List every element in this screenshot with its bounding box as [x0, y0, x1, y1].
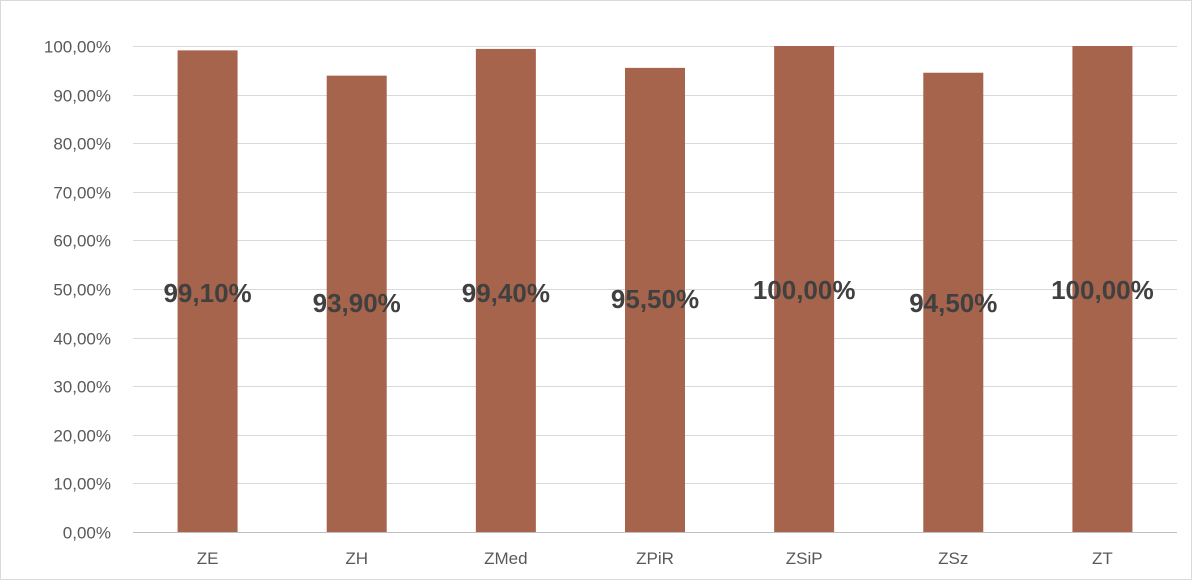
y-tick-label: 100,00%	[44, 38, 111, 57]
x-category-label: ZSz	[938, 549, 968, 568]
bar-zmed	[475, 48, 536, 532]
x-category-label: ZE	[197, 549, 219, 568]
y-tick-label: 0,00%	[63, 524, 111, 543]
x-axis-category-labels: ZE ZH ZMed ZPiR ZSiP ZSz ZT	[197, 549, 1113, 568]
bar-zsip	[774, 46, 835, 532]
y-tick-label: 70,00%	[53, 184, 111, 203]
y-tick-label: 50,00%	[53, 281, 111, 300]
y-tick-label: 30,00%	[53, 378, 111, 397]
y-tick-label: 40,00%	[53, 330, 111, 349]
data-label-ze: 99,10%	[163, 278, 251, 308]
data-label-zmed: 99,40%	[462, 278, 550, 308]
x-category-label: ZH	[345, 549, 368, 568]
bar-zh	[326, 75, 387, 532]
y-axis-tick-labels: 0,00% 10,00% 20,00% 30,00% 40,00% 50,00% 60,00…	[44, 38, 111, 543]
bar-zt	[1072, 46, 1133, 532]
data-label-zsz: 94,50%	[909, 288, 997, 318]
data-labels: 99,10% 93,90% 99,40% 95,50% 100,00% 94,50% 100…	[163, 275, 1153, 318]
data-label-zh: 93,90%	[313, 288, 401, 318]
x-category-label: ZT	[1092, 549, 1113, 568]
data-label-zsip: 100,00%	[753, 275, 856, 305]
y-tick-label: 10,00%	[53, 475, 111, 494]
y-tick-label: 90,00%	[53, 87, 111, 106]
bar-zsz	[923, 72, 984, 532]
x-category-label: ZPiR	[636, 549, 674, 568]
bar-zpir	[625, 67, 685, 533]
x-category-label: ZSiP	[786, 549, 823, 568]
data-label-zt: 100,00%	[1051, 275, 1154, 305]
x-category-label: ZMed	[484, 549, 527, 568]
y-tick-label: 60,00%	[53, 232, 111, 251]
data-label-zpir: 95,50%	[611, 284, 699, 314]
y-tick-label: 80,00%	[53, 135, 111, 154]
bars	[177, 46, 1133, 533]
y-tick-label: 20,00%	[53, 427, 111, 446]
bar-ze	[177, 50, 238, 533]
